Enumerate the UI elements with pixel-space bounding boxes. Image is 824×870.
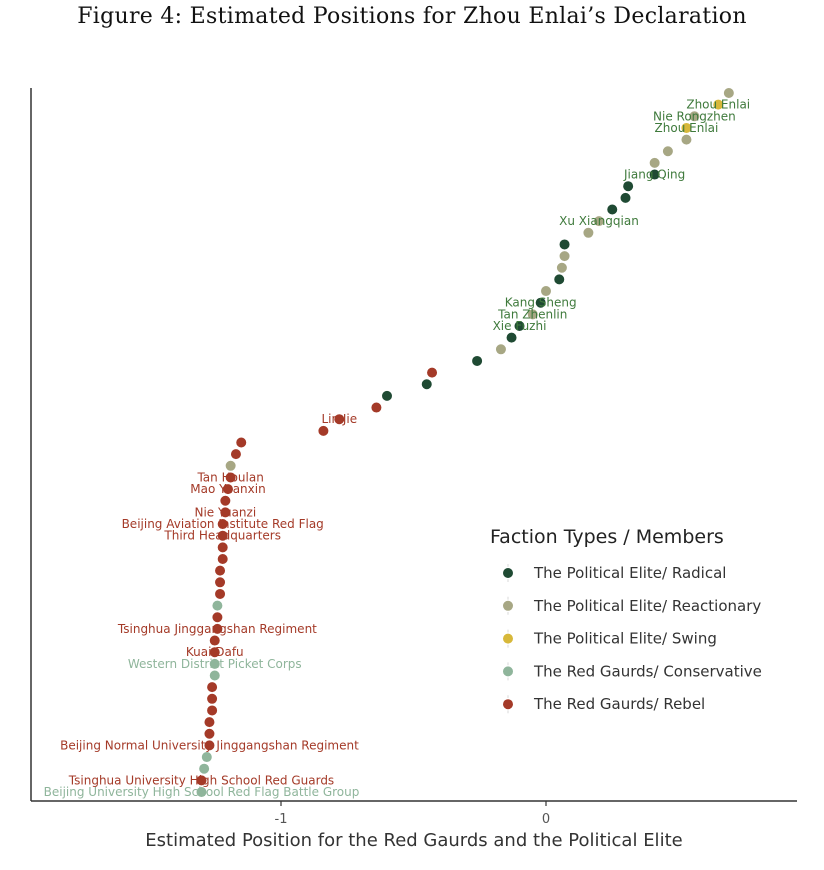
point-elite-radical bbox=[505, 331, 518, 344]
point-elite-radical bbox=[470, 354, 484, 368]
point-rg-conservative bbox=[200, 750, 213, 764]
point-rg-rebel bbox=[211, 622, 224, 636]
point-elite-radical bbox=[648, 168, 661, 181]
point-elite-reactionary bbox=[722, 86, 736, 100]
point-elite-radical bbox=[553, 273, 566, 286]
point-label: Nie Yuanzi bbox=[195, 505, 257, 519]
point-elite-radical bbox=[534, 296, 547, 309]
point-elite-swing bbox=[712, 98, 725, 111]
point-label: Beijing Aviation Institute Red Flag bbox=[122, 517, 324, 531]
point-rg-rebel bbox=[213, 576, 227, 589]
point-rg-conservative bbox=[197, 762, 211, 775]
point-rg-rebel bbox=[203, 739, 216, 752]
point-rg-conservative bbox=[211, 599, 224, 612]
legend-key-dot bbox=[501, 566, 515, 580]
point-elite-reactionary bbox=[661, 145, 675, 158]
point-elite-reactionary bbox=[539, 284, 553, 298]
point-label: Jiang Qing bbox=[623, 168, 685, 182]
point-label: Beijing Normal University Jinggangshan R… bbox=[60, 738, 359, 752]
point-rg-rebel bbox=[205, 704, 219, 717]
point-rg-rebel bbox=[333, 413, 346, 426]
point-label: Zhou Enlai bbox=[686, 98, 750, 112]
point-elite-radical bbox=[513, 319, 526, 333]
point-rg-rebel bbox=[425, 366, 439, 379]
x-axis-title: Estimated Position for the Red Gaurds an… bbox=[145, 830, 682, 851]
point-elite-reactionary bbox=[555, 261, 569, 274]
point-rg-rebel bbox=[317, 424, 330, 438]
legend-key-dot bbox=[501, 665, 515, 678]
point-rg-rebel bbox=[216, 552, 229, 566]
point-rg-rebel bbox=[205, 692, 219, 706]
point-elite-radical bbox=[619, 191, 632, 205]
point-label: Xu Xiangqian bbox=[559, 214, 639, 228]
legend-key-dot bbox=[501, 698, 515, 711]
point-label: Zhou Enlai bbox=[655, 121, 719, 135]
point-elite-radical bbox=[380, 389, 394, 403]
x-ticks: -1 0 bbox=[275, 801, 550, 827]
point-label: Western District Picket Corps bbox=[128, 657, 302, 671]
point-rg-rebel bbox=[235, 436, 248, 449]
point-label: Lin Jie bbox=[321, 412, 357, 426]
point-rg-conservative bbox=[195, 785, 208, 799]
legend-entry-label: The Political Elite/ Radical bbox=[533, 564, 726, 582]
point-elite-reactionary bbox=[680, 133, 693, 146]
point-elite-reactionary bbox=[688, 110, 701, 123]
point-rg-rebel bbox=[213, 587, 227, 601]
point-elite-reactionary bbox=[592, 214, 606, 228]
legend-entry-label: The Political Elite/ Reactionary bbox=[533, 597, 761, 615]
point-label: Tsinghua Jinggangshan Regiment bbox=[117, 622, 317, 636]
point-elite-reactionary bbox=[558, 249, 571, 263]
point-label: Tsinghua University High School Red Guar… bbox=[68, 773, 334, 787]
legend-entry-label: The Political Elite/ Swing bbox=[533, 630, 717, 648]
point-rg-rebel bbox=[219, 506, 232, 519]
legend-entry-label: The Red Gaurds/ Conservative bbox=[533, 662, 762, 680]
point-label: Nie Rongzhen bbox=[653, 109, 736, 123]
point-rg-rebel bbox=[370, 401, 383, 414]
figure-title: Figure 4: Estimated Positions for Zhou E… bbox=[77, 4, 747, 29]
point-elite-radical bbox=[558, 238, 571, 251]
point-rg-rebel bbox=[203, 715, 216, 729]
point-label: Kang Sheng bbox=[505, 296, 577, 310]
point-elite-radical bbox=[420, 378, 433, 391]
point-rg-rebel bbox=[224, 471, 237, 484]
point-elite-reactionary bbox=[526, 308, 539, 321]
point-label: Third Headquarters bbox=[163, 529, 281, 543]
point-elite-reactionary bbox=[494, 343, 508, 356]
point-rg-rebel bbox=[205, 680, 219, 694]
point-label: Kuai Dafu bbox=[186, 645, 244, 659]
point-elite-reactionary bbox=[582, 226, 595, 239]
point-label: Tan Zhenlin bbox=[497, 307, 567, 321]
point-label: Mao Yuanxin bbox=[190, 482, 265, 496]
point-label: Beijing University High School Red Flag … bbox=[44, 785, 360, 799]
x-tick-label: 0 bbox=[542, 812, 550, 827]
point-elite-radical bbox=[621, 179, 635, 193]
point-rg-rebel bbox=[213, 564, 227, 577]
legend-title: Faction Types / Members bbox=[490, 526, 724, 548]
legend-key-dot bbox=[501, 632, 515, 645]
point-rg-rebel bbox=[229, 447, 243, 461]
data-points bbox=[195, 86, 736, 799]
legend-key-dot bbox=[501, 599, 515, 613]
point-rg-rebel bbox=[221, 482, 235, 496]
point-label: Tan Houlan bbox=[196, 470, 263, 484]
point-rg-conservative bbox=[208, 669, 221, 682]
point-elite-radical bbox=[606, 203, 619, 216]
legend: Faction Types / Members The Political El… bbox=[490, 526, 762, 714]
x-tick-label: -1 bbox=[275, 812, 288, 827]
legend-entry-label: The Red Gaurds/ Rebel bbox=[533, 695, 705, 713]
point-label: Xie Fuzhi bbox=[493, 319, 547, 333]
point-rg-rebel bbox=[216, 541, 229, 554]
